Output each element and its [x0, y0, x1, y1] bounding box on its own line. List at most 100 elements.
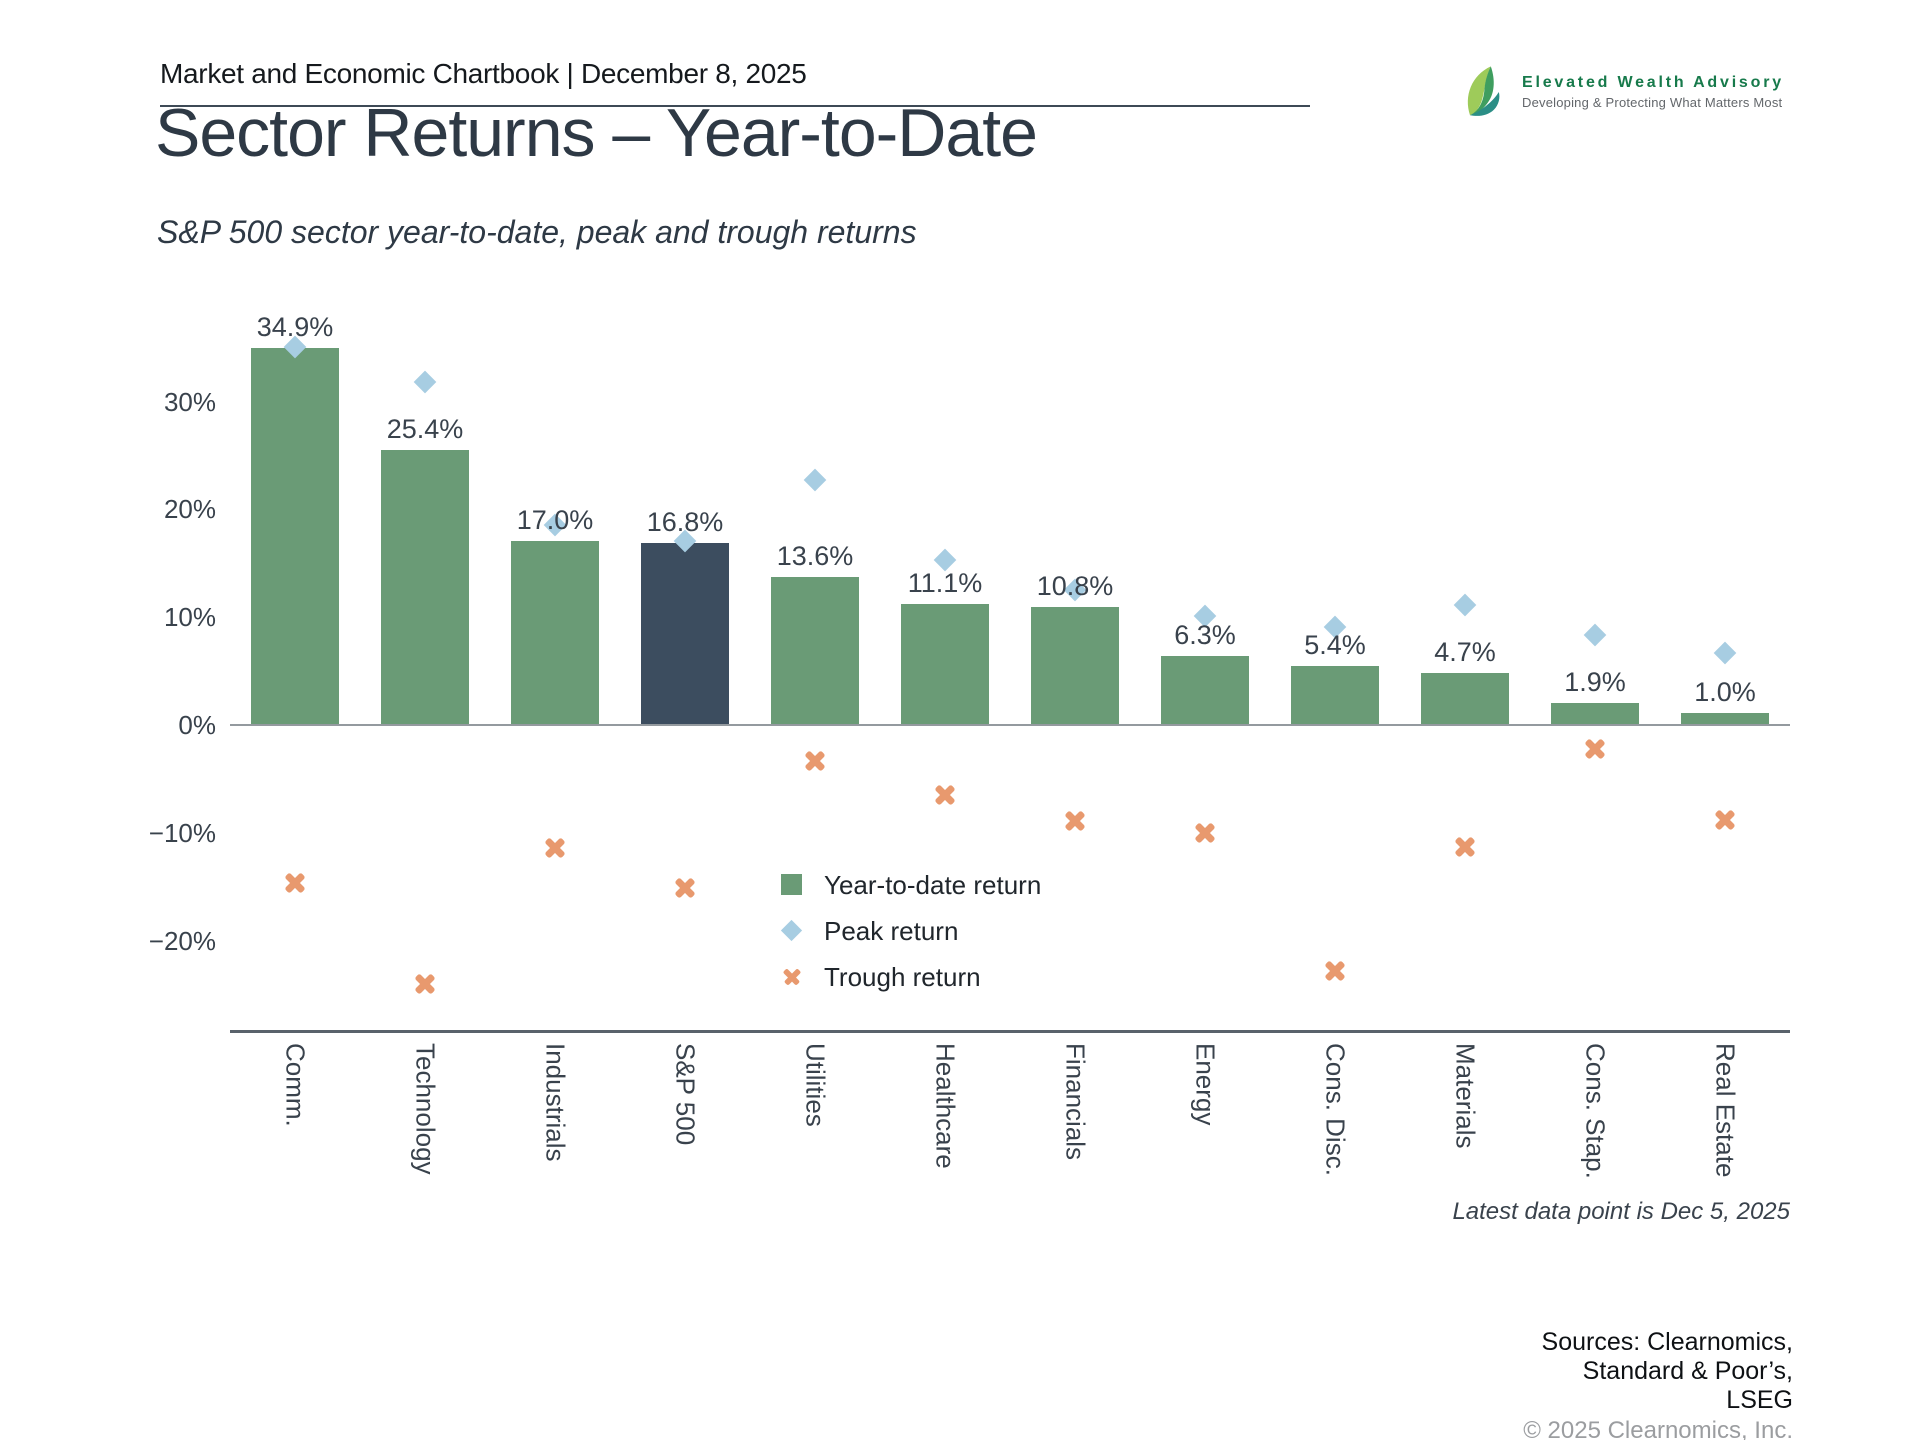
bar-value-label: 1.9%	[1564, 667, 1626, 698]
page-subtitle: S&P 500 sector year-to-date, peak and tr…	[157, 214, 917, 250]
trough-marker-energy	[1189, 817, 1222, 850]
bar-value-label: 16.8%	[646, 506, 724, 537]
bar-value-label: 25.4%	[386, 414, 464, 445]
bar-column-cons-stap: 1.9%	[1530, 272, 1660, 1030]
bar-value-label: 11.1%	[907, 568, 983, 599]
x-axis-label-technology: Technology	[410, 1043, 441, 1175]
bar-real-estate	[1680, 712, 1769, 724]
chartbook-header: Market and Economic Chartbook | December…	[160, 58, 807, 89]
bar-column-comm: 34.9%	[230, 272, 360, 1030]
sources: Sources: Clearnomics, Standard & Poor’s,…	[1523, 1328, 1793, 1440]
logo-name: Elevated Wealth Advisory	[1522, 74, 1784, 91]
chart-legend: Year-to-date return Peak return Trough ret…	[780, 862, 1041, 1000]
bar-column-industrials: 17.0%	[490, 272, 620, 1030]
trough-marker-s-p-500	[669, 872, 702, 905]
trough-marker-utilities	[799, 745, 832, 778]
legend-item-trough-return: Trough return	[780, 954, 1041, 1000]
peak-marker-cons-stap	[1583, 624, 1607, 647]
x-axis-label-real-estate: Real Estate	[1710, 1043, 1741, 1178]
y-tick-label: −10%	[148, 818, 216, 849]
bar-column-technology: 25.4%	[360, 272, 490, 1030]
legend-item-peak-return: Peak return	[780, 908, 1041, 954]
copyright: © 2025 Clearnomics, Inc.	[1523, 1417, 1793, 1440]
x-axis-label-cons-disc: Cons. Disc.	[1320, 1043, 1351, 1176]
trough-marker-industrials	[539, 832, 572, 865]
x-axis-label-comm: Comm.	[280, 1043, 311, 1127]
bar-energy	[1160, 655, 1249, 724]
x-axis-label-financials: Financials	[1060, 1043, 1091, 1161]
bar-column-financials: 10.8%	[1010, 272, 1140, 1030]
sources-line: LSEG	[1726, 1386, 1793, 1414]
bar-column-energy: 6.3%	[1140, 272, 1270, 1030]
square-legend-icon	[780, 873, 804, 897]
trough-marker-technology	[409, 968, 442, 1001]
bar-industrials	[510, 540, 599, 724]
bar-column-healthcare: 11.1%	[880, 272, 1010, 1030]
bar-cons-disc	[1290, 665, 1379, 724]
bar-column-cons-disc: 5.4%	[1270, 272, 1400, 1030]
zero-gridline	[230, 723, 1790, 726]
y-axis: 30% 20% 10% 0% −10% −20%	[130, 272, 216, 1033]
x-axis-label-s-p-500: S&P 500	[670, 1043, 701, 1146]
page-title: Sector Returns – Year-to-Date	[155, 95, 1038, 171]
x-axis-label-materials: Materials	[1450, 1043, 1481, 1149]
trough-marker-materials	[1449, 831, 1482, 864]
bar-column-utilities: 13.6%	[750, 272, 880, 1030]
x-legend-icon	[778, 963, 806, 991]
peak-marker-technology	[413, 370, 437, 393]
legend-label: Trough return	[824, 961, 981, 992]
logo-tagline: Developing & Protecting What Matters Mos…	[1522, 95, 1783, 110]
bar-value-label: 13.6%	[776, 541, 854, 572]
y-tick-label: 0%	[178, 710, 216, 741]
bar-column-materials: 4.7%	[1400, 272, 1530, 1030]
plot-area: 34.9% 25.4% 17.0% 16.8% 13.6% 11.1% 10.8% 6.3% 5…	[230, 272, 1790, 1033]
trough-marker-real-estate	[1709, 804, 1742, 837]
bar-comm	[250, 348, 339, 724]
y-tick-label: −20%	[148, 926, 216, 957]
x-axis-labels: Comm. Technology Industrials S&P 500 Utiliti…	[230, 1043, 1790, 1218]
bar-value-label: 17.0%	[516, 504, 594, 535]
trough-marker-financials	[1059, 805, 1092, 838]
bar-column-real-estate: 1.0%	[1660, 272, 1790, 1030]
legend-label: Year-to-date return	[824, 869, 1042, 900]
diamond-legend-icon	[780, 919, 804, 943]
bar-technology	[380, 450, 469, 724]
bar-materials	[1420, 673, 1509, 724]
bar-value-label: 1.0%	[1694, 676, 1756, 707]
bar-column-s-p-500: 16.8%	[620, 272, 750, 1030]
sources-line: Standard & Poor’s,	[1582, 1357, 1793, 1385]
peak-marker-utilities	[803, 468, 827, 491]
sources-line: Sources: Clearnomics,	[1541, 1328, 1793, 1356]
peak-marker-materials	[1453, 593, 1477, 617]
logo-text: Elevated Wealth Advisory Developing & Pr…	[1522, 74, 1784, 110]
y-tick-label: 20%	[163, 494, 216, 525]
bar-financials	[1030, 607, 1119, 724]
bar-value-label: 4.7%	[1434, 637, 1496, 668]
bar-value-label: 10.8%	[1036, 571, 1114, 602]
legend-item-year-to-date-return: Year-to-date return	[780, 862, 1041, 908]
legend-label: Peak return	[824, 915, 959, 946]
trough-marker-comm	[279, 866, 312, 899]
peak-marker-real-estate	[1713, 641, 1737, 664]
logo: Elevated Wealth Advisory Developing & Pr…	[1462, 64, 1784, 120]
x-axis-label-healthcare: Healthcare	[930, 1043, 961, 1169]
y-tick-label: 10%	[163, 602, 216, 633]
bar-value-label: 34.9%	[256, 312, 334, 343]
footnote: Latest data point is Dec 5, 2025	[1452, 1198, 1790, 1225]
trough-marker-healthcare	[929, 778, 962, 811]
x-axis-label-utilities: Utilities	[800, 1043, 831, 1127]
trough-marker-cons-disc	[1319, 955, 1352, 988]
x-axis-label-cons-stap: Cons. Stap.	[1580, 1043, 1611, 1179]
header-divider	[160, 105, 1310, 107]
leaf-logo-icon	[1467, 66, 1500, 116]
bar-healthcare	[900, 604, 989, 724]
x-axis-label-industrials: Industrials	[540, 1043, 571, 1162]
x-axis-label-energy: Energy	[1190, 1043, 1221, 1126]
bar-s-p-500	[640, 542, 729, 724]
trough-marker-cons-stap	[1579, 733, 1612, 766]
bar-cons-stap	[1550, 703, 1639, 724]
bar-utilities	[770, 577, 859, 724]
bar-value-label: 5.4%	[1304, 629, 1366, 660]
bar-value-label: 6.3%	[1174, 619, 1236, 650]
